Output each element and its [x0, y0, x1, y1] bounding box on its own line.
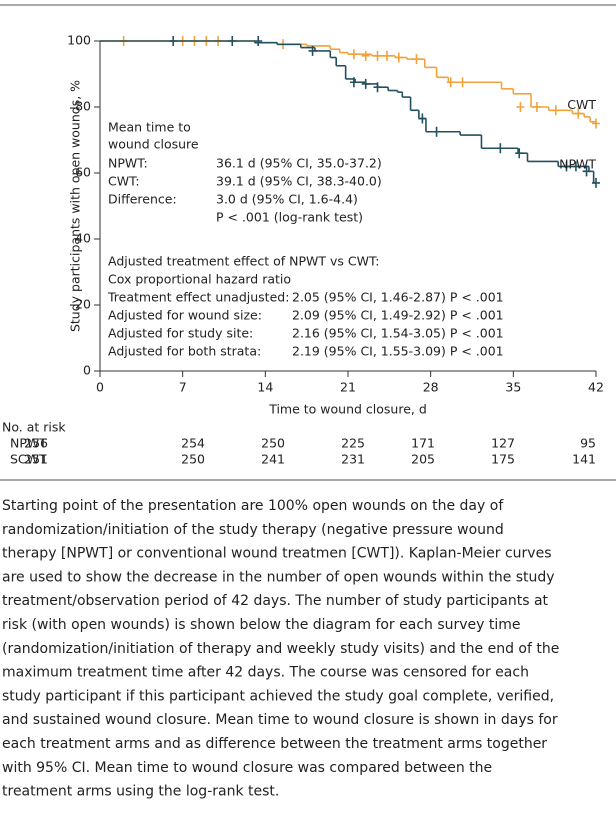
- y-tick-label: 40: [75, 231, 91, 246]
- censor-mark: [349, 77, 358, 88]
- censor-mark: [532, 102, 541, 112]
- annotation-value: 3.0 d (95% CI, 1.6-4.4): [216, 192, 358, 207]
- censor-mark: [254, 36, 263, 46]
- risk-value: 256: [24, 436, 48, 451]
- annotation-title: wound closure: [108, 137, 199, 152]
- x-tick-label: 35: [505, 380, 521, 395]
- caption-line: treatment arms using the log-rank test.: [2, 784, 279, 800]
- series-label: CWT: [567, 97, 596, 112]
- censor-mark: [592, 177, 600, 188]
- censor-mark: [562, 161, 571, 172]
- caption-line: maximum treatment time after 42 days. Th…: [2, 665, 529, 681]
- risk-value: 241: [261, 452, 285, 467]
- x-axis-label: Time to wound closure, d: [268, 402, 427, 417]
- censor-mark: [373, 82, 382, 93]
- annotation-label: CWT:: [108, 174, 140, 189]
- censor-mark: [432, 126, 441, 137]
- risk-value: 250: [261, 436, 285, 451]
- annotation-label: NPWT:: [108, 156, 148, 171]
- risk-row-name: SCWT: [10, 452, 47, 467]
- censor-mark: [446, 77, 455, 88]
- x-tick-label: 14: [257, 380, 273, 395]
- y-tick-label: 0: [83, 363, 91, 378]
- annotation-value: 2.19 (95% CI, 1.55-3.09) P < .001: [292, 344, 504, 359]
- risk-value: 225: [341, 436, 365, 451]
- annotation-label: Adjusted for both strata:: [108, 344, 261, 359]
- x-tick-label: 0: [96, 380, 104, 395]
- risk-value: 127: [491, 436, 515, 451]
- risk-value: 231: [341, 452, 365, 467]
- censor-mark: [394, 52, 403, 63]
- y-tick-label: 60: [75, 165, 91, 180]
- annotation-label: Adjusted for wound size:: [108, 308, 262, 323]
- annotation-value: 2.09 (95% CI, 1.49-2.92) P < .001: [292, 308, 504, 323]
- y-tick-label: 20: [75, 297, 91, 312]
- censor-mark: [361, 50, 370, 61]
- caption-line: Starting point of the presentation are 1…: [2, 498, 504, 514]
- y-axis-label: Study participants with open wounds, %: [68, 80, 83, 332]
- censor-mark: [515, 148, 524, 159]
- censor-mark: [574, 108, 583, 119]
- x-tick-label: 28: [423, 380, 439, 395]
- risk-value: 254: [181, 436, 205, 451]
- series-label: NPWT: [559, 156, 596, 171]
- annotation-title: Adjusted treatment effect of NPWT vs CWT…: [108, 254, 379, 269]
- censor-mark: [551, 105, 560, 116]
- censor-mark: [418, 113, 427, 124]
- risk-value: 141: [572, 452, 596, 467]
- caption-line: study participant if this participant ac…: [2, 688, 554, 704]
- censor-mark: [571, 161, 580, 172]
- x-tick-label: 21: [340, 380, 356, 395]
- caption-line: with 95% CI. Mean time to wound closure …: [2, 760, 492, 776]
- annotation-label: Adjusted for study site:: [108, 326, 253, 341]
- caption-line: randomization/initiation of the study th…: [2, 522, 504, 538]
- censor-mark: [412, 54, 421, 65]
- risk-value: 175: [491, 452, 515, 467]
- x-tick-label: 7: [179, 380, 187, 395]
- annotation-title: Cox proportional hazard ratio: [108, 272, 291, 287]
- annotation-note: P < .001 (log-rank test): [216, 210, 363, 225]
- y-tick-label: 100: [67, 33, 91, 48]
- censor-mark: [308, 45, 317, 56]
- censor-mark: [373, 50, 382, 61]
- annotation-label: Difference:: [108, 192, 177, 207]
- y-tick-label: 80: [75, 99, 91, 114]
- risk-value: 251: [24, 452, 48, 467]
- censor-mark: [361, 78, 370, 89]
- caption-line: (randomization/initiation of therapy and…: [2, 641, 559, 657]
- annotation-value: 39.1 d (95% CI, 38.3-40.0): [216, 174, 382, 189]
- caption-line: therapy [NPWT] or conventional wound tre…: [2, 546, 552, 562]
- censor-mark: [382, 50, 391, 61]
- annotation-value: 2.05 (95% CI, 1.46-2.87) P < .001: [292, 290, 504, 305]
- risk-row-name: NPWT: [10, 436, 47, 451]
- annotation-label: Treatment effect unadjusted:: [107, 290, 289, 305]
- censor-mark: [228, 36, 237, 46]
- censor-mark: [496, 143, 505, 154]
- annotation-value: 2.16 (95% CI, 1.54-3.05) P < .001: [292, 326, 504, 341]
- risk-value: 205: [411, 452, 435, 467]
- caption-line: risk (with open wounds) is shown below t…: [2, 617, 521, 633]
- caption-line: are used to show the decrease in the num…: [2, 569, 555, 585]
- censor-mark: [349, 49, 358, 60]
- caption-line: and sustained wound closure. Mean time t…: [2, 712, 558, 728]
- annotation-title: Mean time to: [108, 120, 191, 135]
- caption-line: each treatment arms and as difference be…: [2, 736, 547, 752]
- risk-value: 95: [580, 436, 596, 451]
- caption-line: treatment/observation period of 42 days.…: [2, 593, 549, 609]
- censor-mark: [169, 36, 178, 46]
- risk-title: No. at risk: [2, 420, 66, 435]
- x-tick-label: 42: [588, 380, 604, 395]
- annotation-value: 36.1 d (95% CI, 35.0-37.2): [216, 156, 382, 171]
- risk-value: 250: [181, 452, 205, 467]
- censor-mark: [582, 166, 591, 177]
- censor-mark: [458, 77, 467, 88]
- censor-mark: [516, 102, 525, 112]
- censor-mark: [592, 118, 600, 129]
- risk-value: 171: [411, 436, 435, 451]
